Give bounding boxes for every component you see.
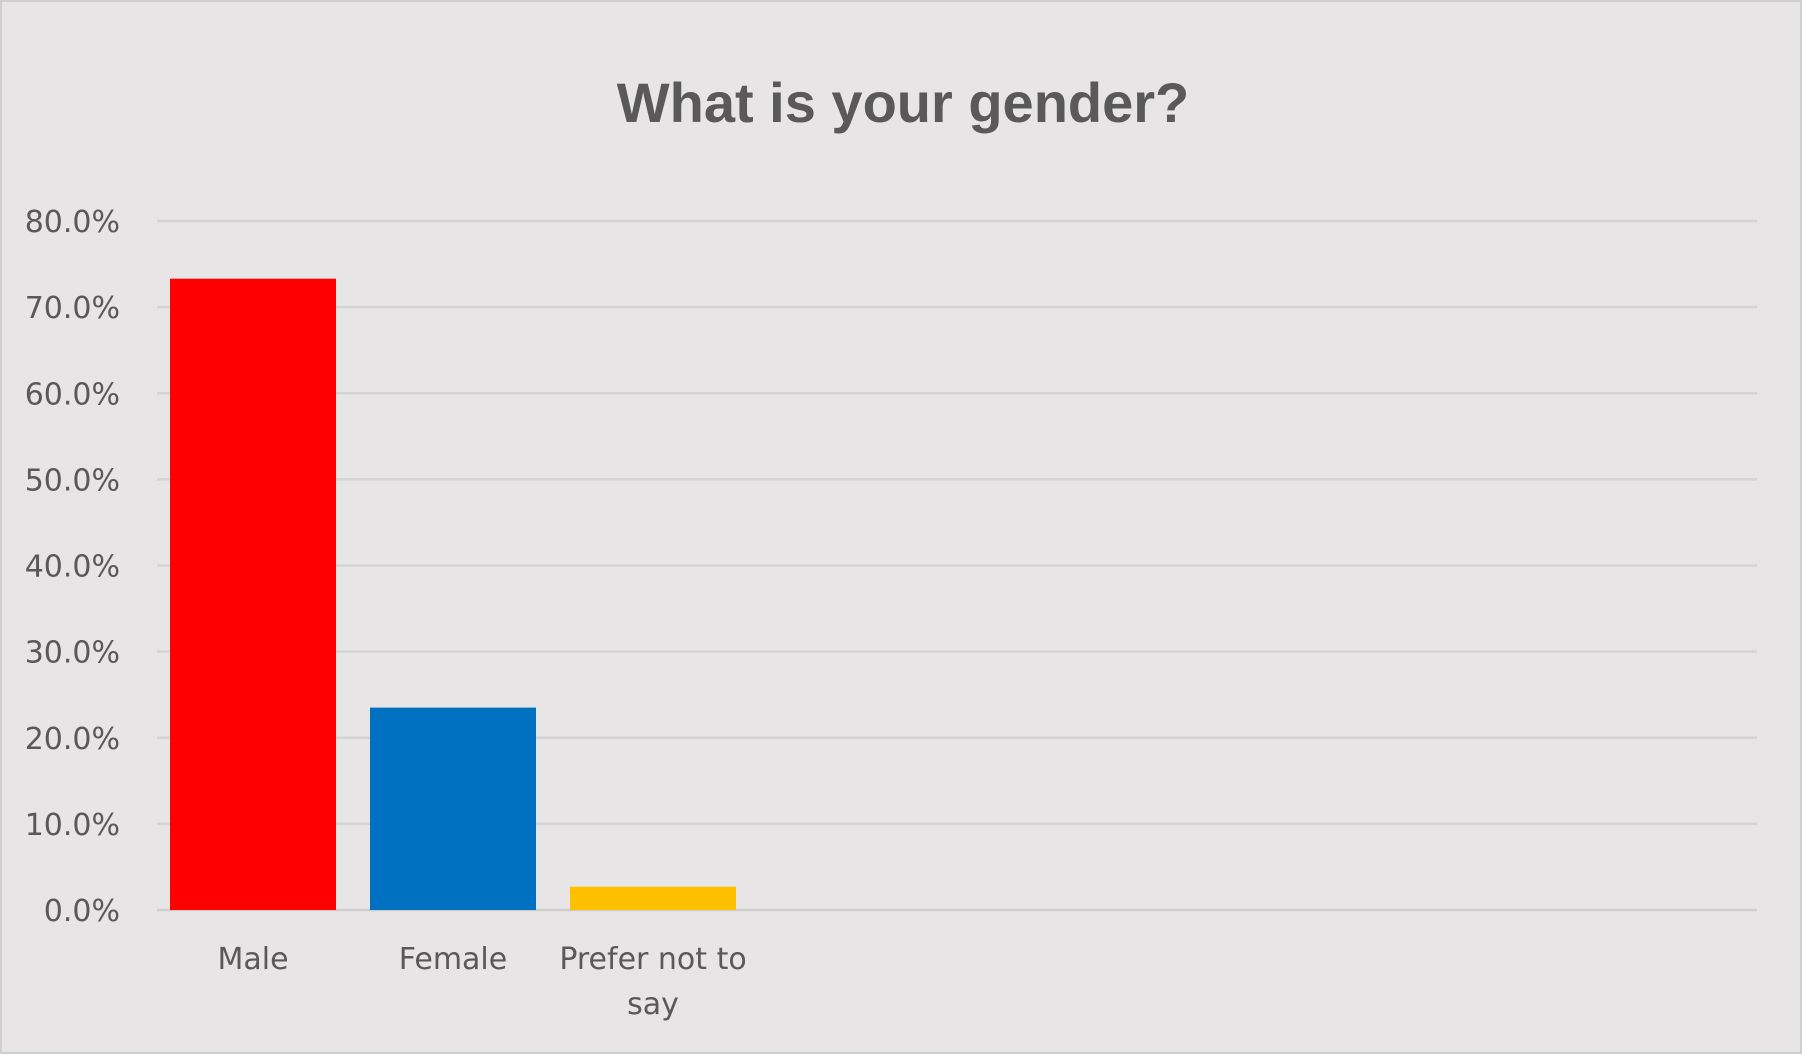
y-tick-label: 60.0% xyxy=(25,377,120,412)
y-tick-label: 10.0% xyxy=(25,808,120,843)
y-tick-label: 40.0% xyxy=(25,550,120,585)
bar xyxy=(570,886,736,910)
category-label: Prefer not to xyxy=(559,942,746,977)
bar xyxy=(170,278,336,910)
y-tick-label: 30.0% xyxy=(25,636,120,671)
category-label: say xyxy=(627,987,679,1022)
y-tick-label: 70.0% xyxy=(25,291,120,326)
y-tick-label: 20.0% xyxy=(25,722,120,757)
category-label: Female xyxy=(399,942,507,977)
y-tick-label: 0.0% xyxy=(44,894,120,929)
y-tick-label: 80.0% xyxy=(25,205,120,240)
chart-title: What is your gender? xyxy=(617,71,1190,134)
y-axis-ticks: 0.0% 10.0% 20.0% 30.0% 40.0% 50.0% 60.0% 70.0% 8… xyxy=(25,205,120,929)
y-tick-label: 50.0% xyxy=(25,463,120,498)
bar xyxy=(370,707,536,910)
x-axis-categories: Male Female Prefer not to say xyxy=(217,942,746,1022)
category-label: Male xyxy=(217,942,288,977)
bars xyxy=(170,278,736,910)
